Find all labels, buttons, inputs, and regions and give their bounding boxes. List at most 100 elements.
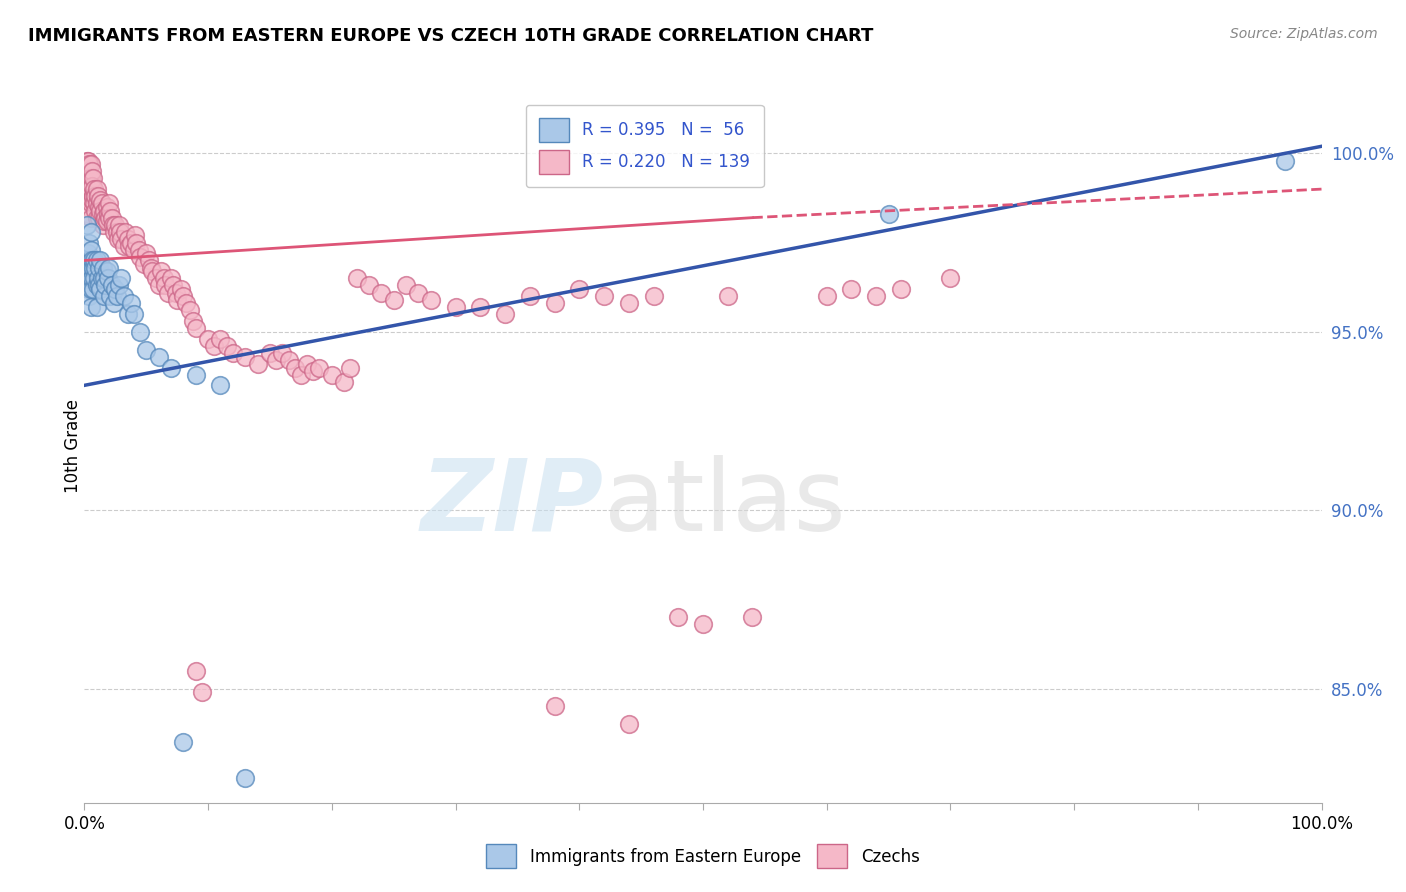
Point <box>93 214 115 228</box>
Point <box>284 360 307 375</box>
Point <box>120 296 142 310</box>
Point <box>357 278 380 293</box>
Point <box>79 157 101 171</box>
Point <box>172 735 194 749</box>
Point <box>90 271 112 285</box>
Point <box>82 189 104 203</box>
Point <box>184 368 207 382</box>
Point <box>370 285 392 300</box>
Point <box>174 296 197 310</box>
Point <box>77 175 100 189</box>
Point <box>94 211 117 225</box>
Point <box>93 289 115 303</box>
Point <box>98 196 121 211</box>
Point <box>100 211 122 225</box>
Point <box>107 232 129 246</box>
Point <box>97 271 120 285</box>
Point <box>939 271 962 285</box>
Point <box>77 246 100 260</box>
Point <box>277 353 299 368</box>
Point <box>593 289 616 303</box>
Point <box>84 189 107 203</box>
Point <box>202 339 225 353</box>
Point <box>110 271 132 285</box>
Point <box>408 285 430 300</box>
Point <box>865 289 887 303</box>
Point <box>79 271 101 285</box>
Point <box>543 699 565 714</box>
Point <box>135 246 157 260</box>
Point <box>1274 153 1296 168</box>
Point <box>209 378 232 392</box>
Point <box>209 332 232 346</box>
Point <box>153 278 176 293</box>
Point <box>138 253 160 268</box>
Point <box>79 300 101 314</box>
Point <box>246 357 269 371</box>
Point <box>148 350 170 364</box>
Point <box>179 303 201 318</box>
Point <box>150 264 173 278</box>
Point <box>890 282 912 296</box>
Point <box>129 325 152 339</box>
Point <box>122 307 145 321</box>
Point <box>79 243 101 257</box>
Point <box>519 289 541 303</box>
Point <box>86 211 108 225</box>
Point <box>184 321 207 335</box>
Point <box>77 200 100 214</box>
Point <box>86 253 108 268</box>
Point <box>90 196 112 211</box>
Point <box>87 271 110 285</box>
Point <box>166 293 188 307</box>
Point <box>82 260 104 275</box>
Point <box>321 368 343 382</box>
Point <box>98 289 121 303</box>
Point <box>290 368 312 382</box>
Point <box>82 171 104 186</box>
Point <box>114 225 136 239</box>
Point <box>197 332 219 346</box>
Point <box>494 307 516 321</box>
Point <box>77 260 100 275</box>
Point <box>135 343 157 357</box>
Point <box>79 193 101 207</box>
Point <box>77 282 100 296</box>
Point <box>271 346 294 360</box>
Point <box>79 225 101 239</box>
Point <box>83 196 105 211</box>
Point <box>152 271 174 285</box>
Point <box>89 211 111 225</box>
Point <box>79 196 101 211</box>
Point <box>86 300 108 314</box>
Point <box>110 225 132 239</box>
Point <box>84 203 107 218</box>
Point <box>108 278 131 293</box>
Point <box>101 218 124 232</box>
Point <box>419 293 441 307</box>
Point <box>87 189 110 203</box>
Point <box>124 228 146 243</box>
Point <box>89 193 111 207</box>
Point <box>333 375 356 389</box>
Point <box>82 282 104 296</box>
Point <box>79 207 101 221</box>
Point <box>302 364 325 378</box>
Point <box>120 235 142 250</box>
Point <box>160 271 183 285</box>
Point <box>98 203 121 218</box>
Point <box>118 239 141 253</box>
Point <box>96 200 118 214</box>
Point <box>79 253 101 268</box>
Point <box>181 314 204 328</box>
Point <box>98 260 121 275</box>
Point <box>233 771 256 785</box>
Point <box>877 207 900 221</box>
Point <box>395 278 418 293</box>
Point <box>80 271 103 285</box>
Point <box>128 243 150 257</box>
Point <box>76 175 98 189</box>
Point <box>83 271 105 285</box>
Point <box>86 182 108 196</box>
Point <box>145 271 167 285</box>
